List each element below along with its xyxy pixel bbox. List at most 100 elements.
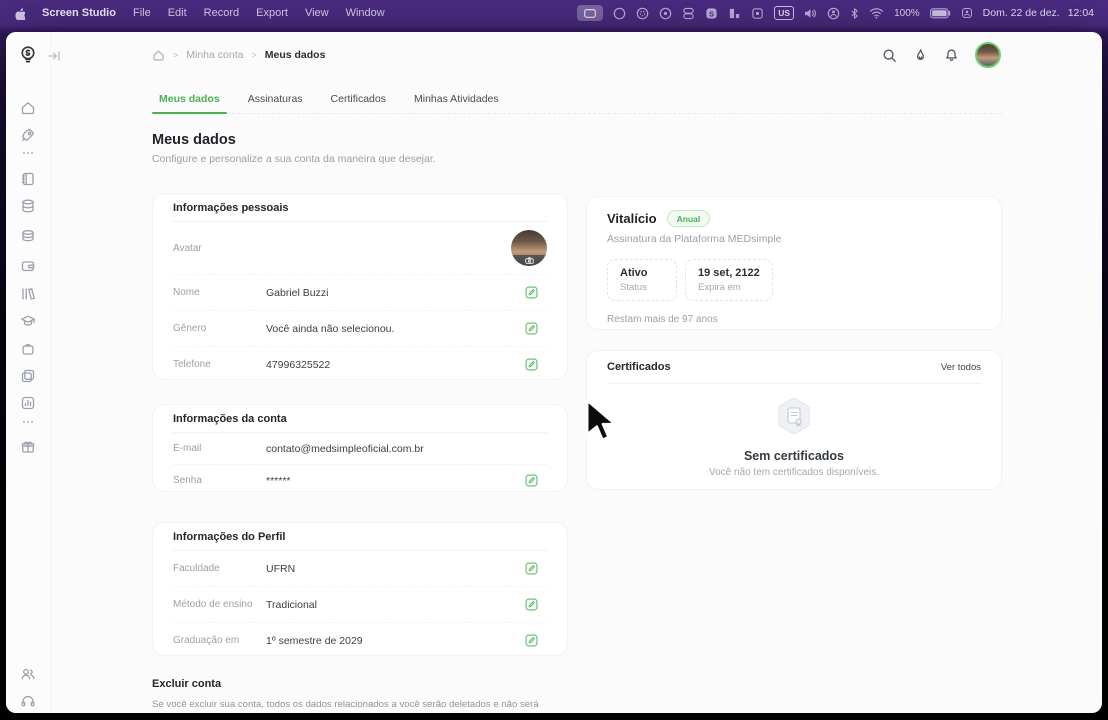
edit-metodo-button[interactable] xyxy=(524,597,539,612)
bluetooth-icon[interactable] xyxy=(850,7,859,20)
notifications-bell-icon[interactable] xyxy=(944,48,959,63)
stat-status: Ativo Status xyxy=(607,259,677,301)
tab-meus-dados[interactable]: Meus dados xyxy=(152,89,227,114)
svg-text:S: S xyxy=(709,9,714,18)
volume-icon[interactable] xyxy=(804,8,817,19)
subscription-stats: Ativo Status 19 set, 2122 Expira em xyxy=(607,259,981,301)
collapse-sidebar-icon[interactable] xyxy=(47,49,61,63)
breadcrumb-section[interactable]: Minha conta xyxy=(186,49,244,61)
field-row-telefone: Telefone 47996325522 xyxy=(173,347,547,379)
sidebar-item-graduation-cap[interactable] xyxy=(20,313,36,329)
streak-flame-icon[interactable] xyxy=(913,48,928,63)
status-circle-icon[interactable] xyxy=(613,7,626,20)
stat-label: Status xyxy=(620,282,647,293)
field-row-graduacao: Graduação em 1º semestre de 2029 xyxy=(173,623,547,655)
certificate-icon xyxy=(778,397,810,435)
profile-tabs: Meus dados Assinaturas Certificados Minh… xyxy=(152,89,1002,114)
tab-assinaturas[interactable]: Assinaturas xyxy=(247,93,303,105)
field-value: Tradicional xyxy=(266,598,317,611)
certificates-empty-subtitle: Você não tem certificados disponíveis. xyxy=(708,467,880,478)
edit-genero-button[interactable] xyxy=(524,321,539,336)
edit-faculdade-button[interactable] xyxy=(524,561,539,576)
subscription-subtitle: Assinatura da Plataforma MEDsimple xyxy=(607,233,782,245)
personal-info-card: Informações pessoais Avatar Nome Gabriel… xyxy=(152,193,568,380)
field-value: 47996325522 xyxy=(266,358,331,371)
user-avatar[interactable] xyxy=(975,42,1001,68)
breadcrumb-separator: > xyxy=(173,50,179,60)
app-logo-icon[interactable] xyxy=(18,45,38,70)
sidebar-item-home[interactable] xyxy=(20,100,36,116)
field-row-email: E-mail contato@medsimpleoficial.com.br xyxy=(173,433,547,465)
status-app-icon-4[interactable] xyxy=(728,7,741,20)
sidebar-item-library[interactable] xyxy=(20,286,36,302)
sidebar-item-layers[interactable] xyxy=(20,228,36,244)
menu-file[interactable]: File xyxy=(132,7,151,19)
sidebar-item-wallet[interactable] xyxy=(20,258,36,274)
sidebar-item-community[interactable] xyxy=(20,666,36,682)
control-center-icon[interactable] xyxy=(827,7,840,20)
field-label: Senha xyxy=(173,475,202,486)
sidebar-item-bag[interactable] xyxy=(20,341,36,357)
delete-account-description: Se você excluir sua conta, todos os dado… xyxy=(152,699,539,710)
keyboard-layout-badge[interactable]: US xyxy=(774,6,795,20)
edit-nome-button[interactable] xyxy=(524,285,539,300)
avatar-label: Avatar xyxy=(173,242,202,254)
menu-view[interactable]: View xyxy=(304,7,329,19)
stat-expiry: 19 set, 2122 Expira em xyxy=(685,259,773,301)
status-app-icon-3[interactable] xyxy=(682,7,695,20)
avatar-upload[interactable] xyxy=(511,230,547,266)
menu-window[interactable]: Window xyxy=(345,7,385,19)
breadcrumb: > Minha conta > Meus dados xyxy=(152,32,325,78)
menubar-app-name[interactable]: Screen Studio xyxy=(42,7,116,19)
sidebar-item-database[interactable] xyxy=(20,198,36,214)
battery-percent: 100% xyxy=(894,7,920,19)
stat-value: Ativo xyxy=(620,267,648,279)
apple-logo-icon[interactable] xyxy=(14,7,25,20)
menubar-clock[interactable]: Dom. 22 de dez. 12:04 xyxy=(983,7,1094,19)
avatar-row: Avatar xyxy=(173,222,547,275)
sidebar xyxy=(6,32,51,713)
edit-senha-button[interactable] xyxy=(524,473,539,488)
wifi-icon[interactable] xyxy=(869,7,884,19)
status-app-icon-s[interactable]: S xyxy=(705,7,718,20)
menu-record[interactable]: Record xyxy=(203,7,240,19)
sidebar-item-flashcards[interactable] xyxy=(20,368,36,384)
menubar-date: Dom. 22 de dez. xyxy=(982,7,1060,19)
search-icon[interactable] xyxy=(882,48,897,63)
field-row-genero: Gênero Você ainda não selecionou. xyxy=(173,311,547,347)
page-title: Meus dados xyxy=(152,132,236,148)
field-label: Nome xyxy=(173,287,200,298)
sidebar-item-rocket[interactable] xyxy=(20,127,36,143)
recording-indicator-icon[interactable] xyxy=(577,5,604,21)
sidebar-item-gift[interactable] xyxy=(20,439,36,455)
status-app-icon-2[interactable] xyxy=(659,7,672,20)
personal-info-title: Informações pessoais xyxy=(173,194,547,222)
macos-menubar: Screen Studio File Edit Record Export Vi… xyxy=(0,0,1108,26)
app-window: > Minha conta > Meus dados Meus dados As… xyxy=(6,32,1102,713)
menu-edit[interactable]: Edit xyxy=(167,7,187,19)
certificates-empty-title: Sem certificados xyxy=(743,449,845,463)
certificates-title: Certificados xyxy=(607,361,671,373)
subscription-card: Vitalício Anual Assinatura da Plataforma… xyxy=(586,196,1002,330)
field-row-metodo: Método de ensino Tradicional xyxy=(173,587,547,623)
topbar-actions xyxy=(882,32,1001,78)
edit-graduacao-button[interactable] xyxy=(524,633,539,648)
sidebar-item-support[interactable] xyxy=(20,693,36,709)
sidebar-item-notebook[interactable] xyxy=(20,171,36,187)
battery-icon[interactable] xyxy=(929,7,951,19)
field-row-nome: Nome Gabriel Buzzi xyxy=(173,275,547,311)
tab-certificados[interactable]: Certificados xyxy=(330,93,386,105)
edit-telefone-button[interactable] xyxy=(524,357,539,372)
user-menu-icon[interactable] xyxy=(961,7,973,19)
menu-export[interactable]: Export xyxy=(256,7,288,19)
status-app-icon-5[interactable] xyxy=(751,7,764,20)
subscription-remaining: Restam mais de 97 anos xyxy=(607,314,718,325)
delete-account-title: Excluir conta xyxy=(152,678,222,690)
sidebar-divider-dots xyxy=(22,151,34,155)
certificates-view-all-link[interactable]: Ver todos xyxy=(940,361,981,373)
tab-minhas-atividades[interactable]: Minhas Atividades xyxy=(414,93,499,105)
status-app-icon-1[interactable] xyxy=(636,7,649,20)
sidebar-item-stats[interactable] xyxy=(20,395,36,411)
breadcrumb-home-icon[interactable] xyxy=(152,49,165,62)
field-label: Gênero xyxy=(173,323,207,334)
